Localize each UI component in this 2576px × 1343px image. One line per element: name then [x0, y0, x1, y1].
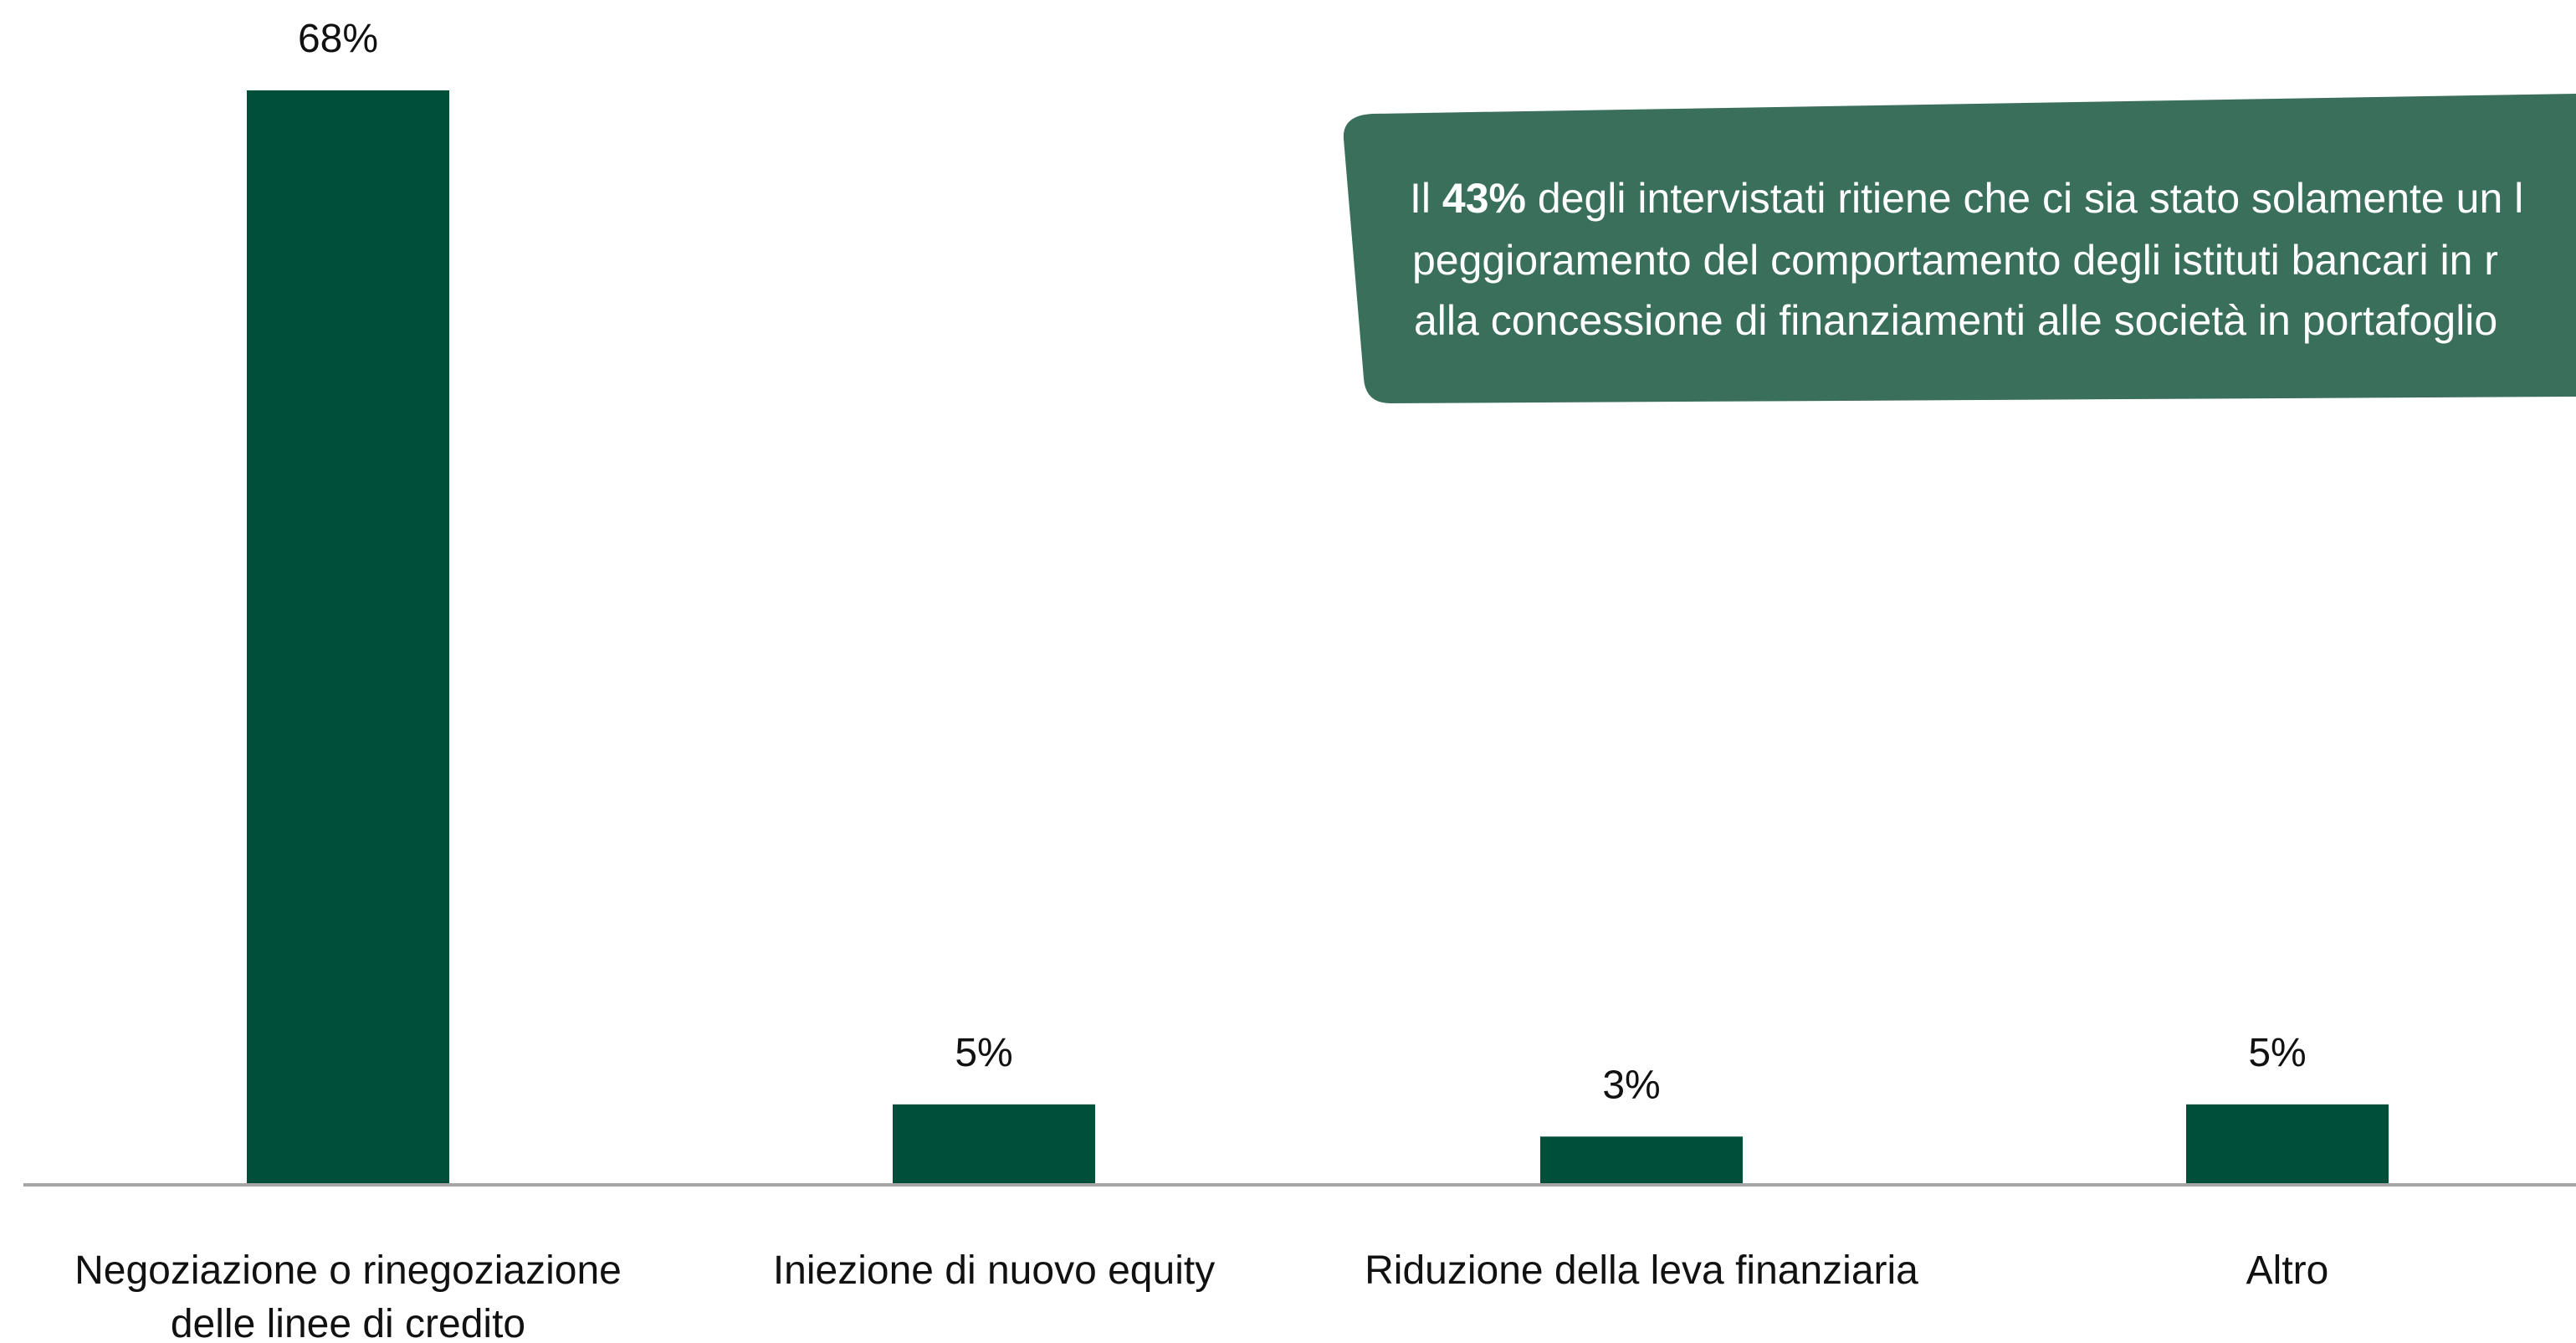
callout-prefix: Il — [1410, 175, 1442, 222]
bar-0 — [247, 90, 449, 1185]
category-label-0-line-0: Negoziazione o rinegoziazione — [74, 1248, 622, 1293]
callout-line-2: peggioramento del comportamento degli is… — [1412, 237, 2498, 284]
category-labels-layer: Negoziazione o rinegoziazione delle linee… — [74, 1248, 2328, 1343]
bar-value-label-1: 5% — [955, 1031, 1012, 1075]
category-label-2: Riduzione della leva finanziaria — [1365, 1248, 1918, 1293]
category-label-2-line-0: Riduzione della leva finanziaria — [1365, 1248, 1918, 1293]
bars-layer — [247, 90, 2389, 1185]
callout-line-3: alla concessione di finanziamenti alle s… — [1414, 297, 2497, 344]
callout-background — [1343, 94, 2576, 403]
bar-value-label-2: 3% — [1602, 1063, 1660, 1107]
category-label-0-line-1: delle linee di credito — [171, 1302, 525, 1343]
bar-2 — [1540, 1136, 1743, 1185]
bar-1 — [893, 1104, 1095, 1185]
value-labels-layer: 68% 5% 3% 5% — [298, 17, 2307, 1107]
category-label-1-line-0: Iniezione di nuovo equity — [773, 1248, 1215, 1293]
callout-line-1: Il 43% degli intervistati ritiene che ci… — [1410, 175, 2523, 222]
category-label-1: Iniezione di nuovo equity — [773, 1248, 1215, 1293]
bar-3 — [2186, 1104, 2389, 1185]
callout-highlight: 43% — [1442, 175, 1526, 222]
category-label-0: Negoziazione o rinegoziazione delle linee… — [74, 1248, 622, 1343]
category-label-3-line-0: Altro — [2246, 1248, 2329, 1293]
bar-value-label-0: 68% — [298, 17, 378, 61]
callout-box: Il 43% degli intervistati ritiene che ci… — [1343, 94, 2576, 403]
category-label-3: Altro — [2246, 1248, 2329, 1293]
callout-line-1-rest: degli intervistati ritiene che ci sia st… — [1526, 175, 2523, 222]
bar-value-label-3: 5% — [2248, 1031, 2306, 1075]
